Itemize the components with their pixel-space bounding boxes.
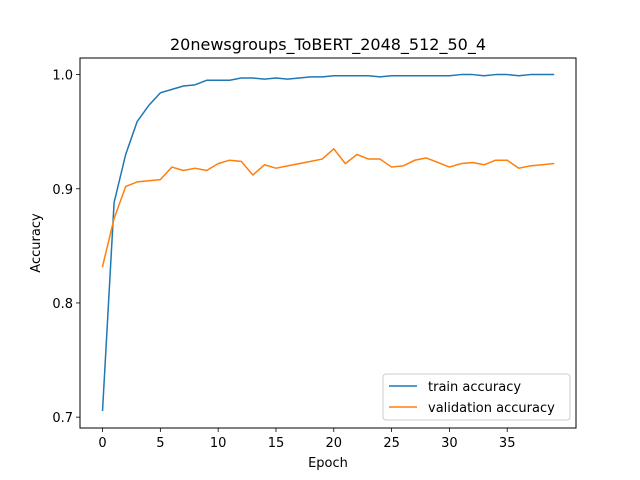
x-tick-label: 10	[210, 436, 227, 451]
x-tick-label: 0	[98, 436, 106, 451]
x-tick-label: 30	[441, 436, 458, 451]
x-tick-label: 35	[499, 436, 516, 451]
x-axis-title: Epoch	[308, 456, 348, 471]
y-tick-label: 0.7	[52, 411, 73, 426]
x-axis: 0 5 10 15 20 25 30 35	[98, 428, 515, 451]
y-axis-title: Accuracy	[29, 213, 44, 273]
x-tick-label: 25	[383, 436, 400, 451]
legend: train accuracy validation accuracy	[382, 373, 571, 421]
y-tick-label: 0.9	[52, 183, 73, 198]
series-line-0	[101, 73, 555, 412]
y-tick-label: 0.8	[52, 297, 73, 312]
x-tick-label: 20	[326, 436, 343, 451]
x-tick-label: 5	[156, 436, 164, 451]
series-line-1	[101, 148, 555, 268]
x-tick-label: 15	[268, 436, 285, 451]
chart-title: 20newsgroups_ToBERT_2048_512_50_4	[170, 35, 486, 55]
plot-frame	[79, 57, 577, 429]
legend-label-1: validation accuracy	[428, 401, 555, 416]
legend-box	[382, 373, 571, 421]
series-layer	[101, 73, 555, 412]
y-axis: 0.7 0.8 0.9 1.0	[52, 69, 80, 426]
y-tick-label: 1.0	[52, 69, 73, 84]
legend-label-0: train accuracy	[428, 380, 521, 395]
